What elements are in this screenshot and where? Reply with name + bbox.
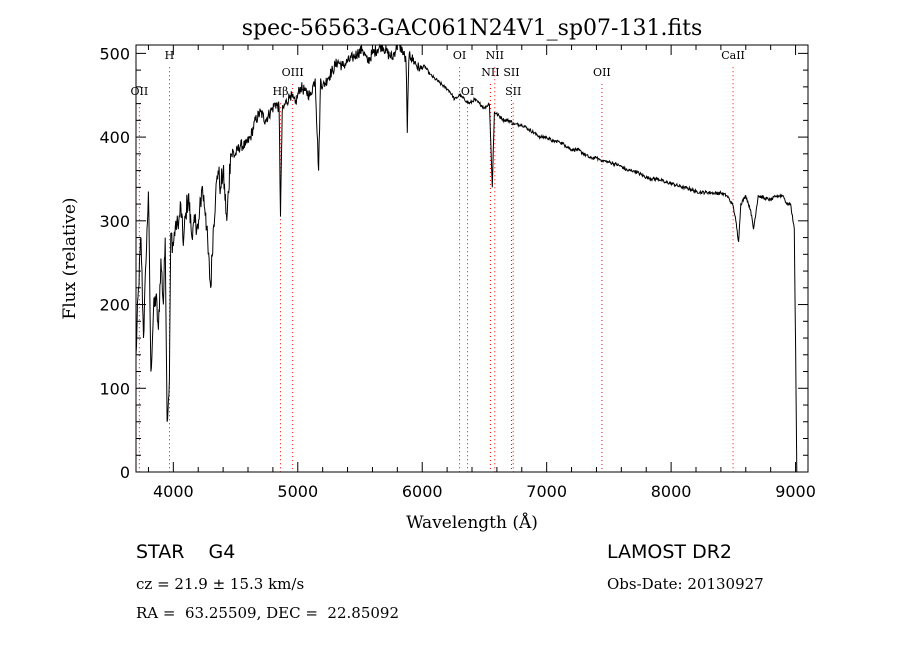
redshift-cz: cz = 21.9 ± 15.3 km/s <box>136 575 305 593</box>
line-marker-label: H <box>165 49 175 62</box>
x-tick-label: 8000 <box>651 482 692 501</box>
line-marker-label: OI <box>453 49 466 62</box>
y-axis-label: Flux (relative) <box>60 197 80 319</box>
survey-name: LAMOST DR2 <box>607 541 732 563</box>
chart-title: spec-56563-GAC061N24V1_sp07-131.fits <box>242 16 703 41</box>
ra-dec: RA = 63.25509, DEC = 22.85092 <box>136 604 400 622</box>
line-marker-label: SII <box>505 85 521 98</box>
line-marker-label: CaII <box>721 49 745 62</box>
x-axis-label: Wavelength (Å) <box>406 512 538 533</box>
x-tick-label: 9000 <box>775 482 816 501</box>
y-tick-label: 200 <box>99 296 130 315</box>
x-tick-label: 4000 <box>153 482 194 501</box>
x-tick-label: 7000 <box>526 482 567 501</box>
line-marker-label: OII <box>593 66 611 79</box>
line-marker-label: OI <box>461 85 474 98</box>
y-tick-label: 300 <box>99 212 130 231</box>
spectral-line-markers: OII H OIII Hβ OI OI NII NII SII SII OII CaII <box>131 49 745 472</box>
x-tick-label: 6000 <box>402 482 443 501</box>
plot-axes: 4000 5000 6000 7000 8000 9000 0 100 200 300 400 500 <box>99 44 815 501</box>
line-marker-label: SII <box>503 66 519 79</box>
x-tick-label: 5000 <box>277 482 318 501</box>
y-tick-label: 0 <box>120 463 130 482</box>
spectrum-series <box>135 43 798 473</box>
spectrum-line <box>135 43 798 473</box>
line-marker-label: OII <box>131 85 149 98</box>
plot-frame <box>135 44 809 473</box>
y-tick-label: 400 <box>99 128 130 147</box>
y-tick-label: 500 <box>99 44 130 63</box>
object-class: STAR G4 <box>136 541 236 563</box>
obs-date: Obs-Date: 20130927 <box>607 575 764 593</box>
line-marker-label: NII <box>486 49 504 62</box>
y-tick-label: 100 <box>99 379 130 398</box>
line-marker-label: OIII <box>282 66 304 79</box>
line-marker-label: NII <box>481 66 499 79</box>
line-marker-label: Hβ <box>273 85 289 98</box>
